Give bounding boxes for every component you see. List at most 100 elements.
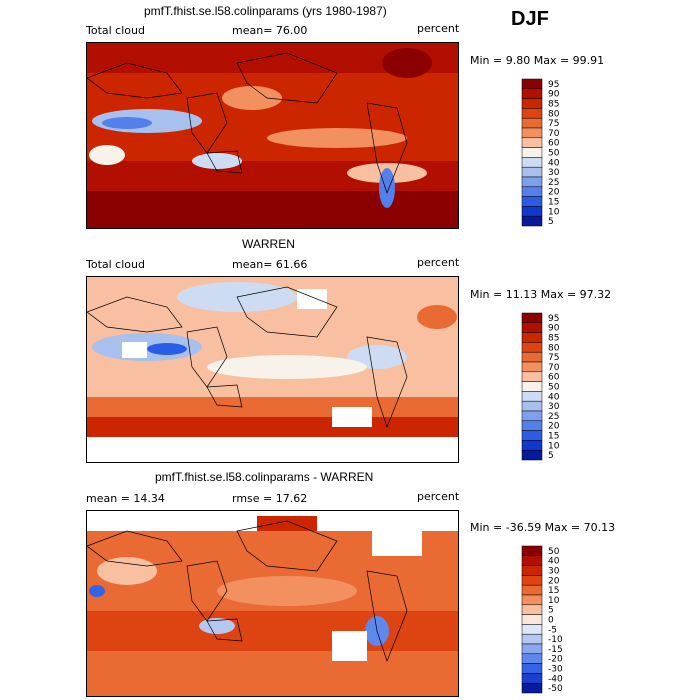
colorbar-label: 25 xyxy=(548,178,559,188)
colorbar-label: 90 xyxy=(548,90,560,100)
colorbar-label: -10 xyxy=(548,635,563,645)
colorbar-swatch xyxy=(521,176,543,188)
colorbar-swatch xyxy=(521,322,543,333)
colorbar-swatch xyxy=(521,157,543,168)
panel1-units: percent xyxy=(417,22,460,35)
colorbar-label: 60 xyxy=(548,139,560,149)
colorbar-swatch xyxy=(521,682,543,694)
panel3-rmse: rmse = 17.62 xyxy=(232,492,308,505)
colorbar-swatch xyxy=(521,361,543,373)
colorbar-swatch xyxy=(521,98,543,109)
colorbar-swatch xyxy=(521,196,543,207)
panel2-mean: mean= 61.66 xyxy=(232,258,308,271)
colorbar-label: 75 xyxy=(548,119,559,129)
colorbar-label: 70 xyxy=(548,363,560,373)
colorbar-label: 80 xyxy=(548,343,560,353)
colorbar-swatch xyxy=(521,420,543,431)
colorbar-swatch xyxy=(521,410,543,422)
panel2-minmax: Min = 11.13 Max = 97.32 xyxy=(470,288,612,301)
season-label: DJF xyxy=(511,8,549,30)
colorbar-label: 80 xyxy=(548,109,560,119)
colorbar-label: 85 xyxy=(548,100,559,110)
colorbar-label: 5 xyxy=(548,217,554,227)
colorbar-swatch xyxy=(521,584,543,596)
colorbar-label: -20 xyxy=(548,655,563,665)
colorbar-label: 15 xyxy=(548,586,559,596)
colorbar-label: -40 xyxy=(548,674,563,684)
colorbar-swatch xyxy=(521,147,543,158)
colorbar-swatch xyxy=(521,117,543,129)
panel1-title: pmfT.fhist.se.l58.colinparams (yrs 1980-… xyxy=(144,4,387,18)
colorbar-swatch xyxy=(521,215,543,227)
colorbar-swatch xyxy=(521,391,543,402)
colorbar-swatch xyxy=(521,186,543,197)
colorbar-label: 30 xyxy=(548,168,560,178)
colorbar-label: 5 xyxy=(548,451,554,461)
panel1-variable-label: Total cloud xyxy=(86,24,145,37)
colorbar-swatch xyxy=(521,624,543,635)
panel1-minmax: Min = 9.80 Max = 99.91 xyxy=(470,54,605,67)
colorbar-swatch xyxy=(521,78,543,90)
panel3-units: percent xyxy=(417,490,460,503)
colorbar-swatch xyxy=(521,575,543,586)
colorbar-swatch xyxy=(521,653,543,664)
colorbar-swatch xyxy=(521,663,543,674)
colorbar-swatch xyxy=(521,381,543,392)
colorbar-label: 50 xyxy=(548,383,560,393)
colorbar-swatch xyxy=(521,371,543,382)
colorbar-swatch xyxy=(521,614,543,625)
panel1-colorbar: 95 90 85 80 75 70 60 50 40 30 25 20 15 10 5 xyxy=(521,78,582,229)
colorbar-label: 10 xyxy=(548,596,560,606)
colorbar-swatch xyxy=(521,430,543,441)
colorbar-swatch xyxy=(521,342,543,353)
panel1-mean: mean= 76.00 xyxy=(232,24,308,37)
colorbar-swatch xyxy=(521,633,543,645)
colorbar-label: 75 xyxy=(548,353,559,363)
colorbar-swatch xyxy=(521,565,543,576)
colorbar-label: 95 xyxy=(548,80,559,90)
colorbar-label: 15 xyxy=(548,198,559,208)
colorbar-label: 25 xyxy=(548,412,559,422)
colorbar-swatch xyxy=(521,332,543,343)
colorbar-label: 85 xyxy=(548,334,559,344)
panel3-minmax: Min = -36.59 Max = 70.13 xyxy=(470,521,616,534)
colorbar-label: 50 xyxy=(548,149,560,159)
colorbar-swatch xyxy=(521,545,543,557)
colorbar-label: 40 xyxy=(548,158,560,168)
colorbar-label: 50 xyxy=(548,547,560,557)
colorbar-label: 40 xyxy=(548,557,560,567)
colorbar-swatch xyxy=(521,88,543,99)
colorbar-label: 30 xyxy=(548,567,560,577)
colorbar-label: 40 xyxy=(548,392,560,402)
colorbar-label: 5 xyxy=(548,606,554,616)
panel2-units: percent xyxy=(417,256,460,269)
colorbar-label: -5 xyxy=(548,625,557,635)
panel2-map xyxy=(86,276,459,463)
colorbar-label: -50 xyxy=(548,684,563,694)
panel1-map xyxy=(86,42,459,229)
colorbar-label: 90 xyxy=(548,324,560,334)
colorbar-swatch xyxy=(521,400,543,412)
colorbar-swatch xyxy=(521,604,543,615)
colorbar-label: 20 xyxy=(548,576,560,586)
panel2-colorbar: 95 90 85 80 75 70 60 50 40 30 25 20 15 10 5 xyxy=(521,312,582,463)
panel2-variable-label: Total cloud xyxy=(86,258,145,271)
panel2-title: WARREN xyxy=(242,237,295,251)
colorbar-swatch xyxy=(521,673,543,684)
colorbar-swatch xyxy=(521,594,543,606)
colorbar-swatch xyxy=(521,440,543,451)
colorbar-label: 95 xyxy=(548,314,559,324)
colorbar-label: 10 xyxy=(548,441,560,451)
panel3-title: pmfT.fhist.se.l58.colinparams - WARREN xyxy=(155,470,374,484)
colorbar-swatch xyxy=(521,108,543,119)
colorbar-swatch xyxy=(521,127,543,139)
colorbar-label: -15 xyxy=(548,645,563,655)
panel3-colorbar: 50 40 30 20 15 10 5 0 -5 -10 -15 -20 -30 -40 -50 xyxy=(521,545,582,696)
colorbar-label: 10 xyxy=(548,207,560,217)
colorbar-label: 20 xyxy=(548,188,560,198)
colorbar-label: -30 xyxy=(548,665,563,675)
panel1-map-field xyxy=(87,43,458,228)
colorbar-label: 70 xyxy=(548,129,560,139)
